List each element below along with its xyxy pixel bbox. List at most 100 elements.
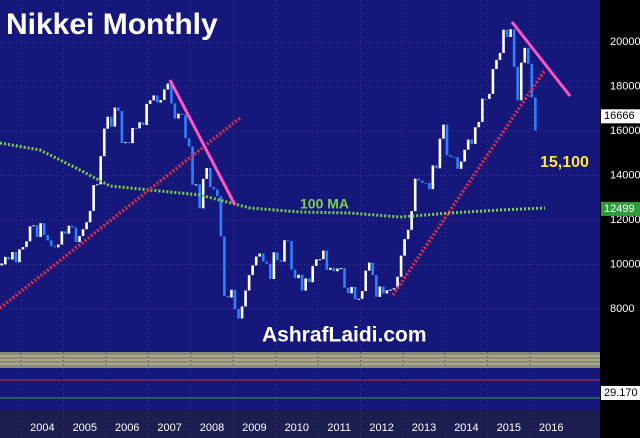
candle <box>247 275 251 291</box>
candle <box>187 138 191 147</box>
candle <box>290 240 293 270</box>
candle <box>67 225 71 234</box>
candle <box>519 62 523 101</box>
y-tick-label: 20000 <box>610 36 640 48</box>
candle <box>272 252 276 279</box>
candle <box>392 288 396 290</box>
candle <box>141 122 145 126</box>
candle <box>470 139 474 144</box>
x-tick-label: 2008 <box>200 422 224 434</box>
candle <box>64 231 67 234</box>
candle <box>346 287 350 294</box>
candle <box>463 149 466 162</box>
candle <box>484 98 488 100</box>
price-box <box>601 109 640 124</box>
candle <box>396 276 399 289</box>
candle <box>170 83 173 104</box>
candle <box>212 187 216 190</box>
candle <box>534 97 537 131</box>
candle <box>78 236 81 243</box>
candle <box>57 244 60 248</box>
candle <box>477 121 481 128</box>
trendline <box>510 21 572 97</box>
price-box <box>601 201 640 216</box>
candle <box>473 127 477 144</box>
candle <box>92 185 95 211</box>
y-tick-label: 18000 <box>610 81 640 93</box>
candle <box>106 116 110 129</box>
candle <box>138 122 141 129</box>
candle <box>110 116 113 127</box>
candle <box>442 124 445 139</box>
candle <box>431 165 435 190</box>
candle <box>438 138 442 169</box>
candle <box>410 211 413 230</box>
axis-background <box>600 0 640 438</box>
candle <box>237 309 240 319</box>
trendline <box>391 69 547 296</box>
candle <box>95 184 99 186</box>
candle <box>523 47 527 63</box>
candle <box>85 222 88 230</box>
candle <box>399 255 403 277</box>
candle <box>311 265 315 283</box>
candle <box>25 241 28 248</box>
candle <box>216 189 219 197</box>
candle <box>459 161 463 169</box>
candle <box>481 98 484 122</box>
candle <box>279 260 283 262</box>
candle <box>180 113 184 115</box>
candle <box>127 142 131 144</box>
candle <box>318 259 322 261</box>
candle <box>177 113 180 119</box>
candle <box>357 298 360 300</box>
x-tick-label: 2011 <box>327 422 351 434</box>
candle <box>466 139 470 150</box>
candle <box>113 107 117 127</box>
candle <box>74 227 78 243</box>
candle <box>456 157 459 169</box>
candle <box>226 296 230 298</box>
candle <box>498 52 502 60</box>
price-box-label: 16666 <box>604 110 635 122</box>
candle <box>322 250 325 260</box>
candle <box>339 268 343 270</box>
candle <box>88 210 92 223</box>
trendline <box>168 79 237 206</box>
candle <box>530 63 534 98</box>
x-tick-label: 2007 <box>157 422 181 434</box>
x-tick-label: 2015 <box>497 422 521 434</box>
y-tick-label: 16000 <box>610 125 640 137</box>
candle <box>102 128 106 157</box>
candle <box>269 263 272 279</box>
candle <box>445 124 449 156</box>
candle <box>297 274 300 279</box>
candle <box>353 286 357 300</box>
candle <box>403 239 406 256</box>
candle <box>375 275 378 297</box>
candle <box>332 267 336 272</box>
candle <box>314 259 318 266</box>
watermark: AshrafLaidi.com <box>262 324 427 347</box>
candle <box>14 252 18 263</box>
candle <box>71 225 74 228</box>
candle <box>360 291 364 299</box>
candle <box>382 286 385 294</box>
candle <box>131 128 134 144</box>
candle <box>502 29 505 53</box>
candle <box>155 95 159 103</box>
candle <box>350 286 353 294</box>
candle <box>336 268 339 272</box>
moving-average <box>0 141 546 219</box>
candle <box>219 196 223 237</box>
candle <box>152 95 156 101</box>
candle <box>99 156 103 185</box>
target-label: 15,100 <box>540 154 589 171</box>
candles <box>0 29 537 319</box>
candle <box>449 155 452 157</box>
candle <box>184 114 187 139</box>
candle <box>509 29 512 37</box>
candle <box>367 262 371 271</box>
y-tick-label: 8000 <box>610 303 634 315</box>
